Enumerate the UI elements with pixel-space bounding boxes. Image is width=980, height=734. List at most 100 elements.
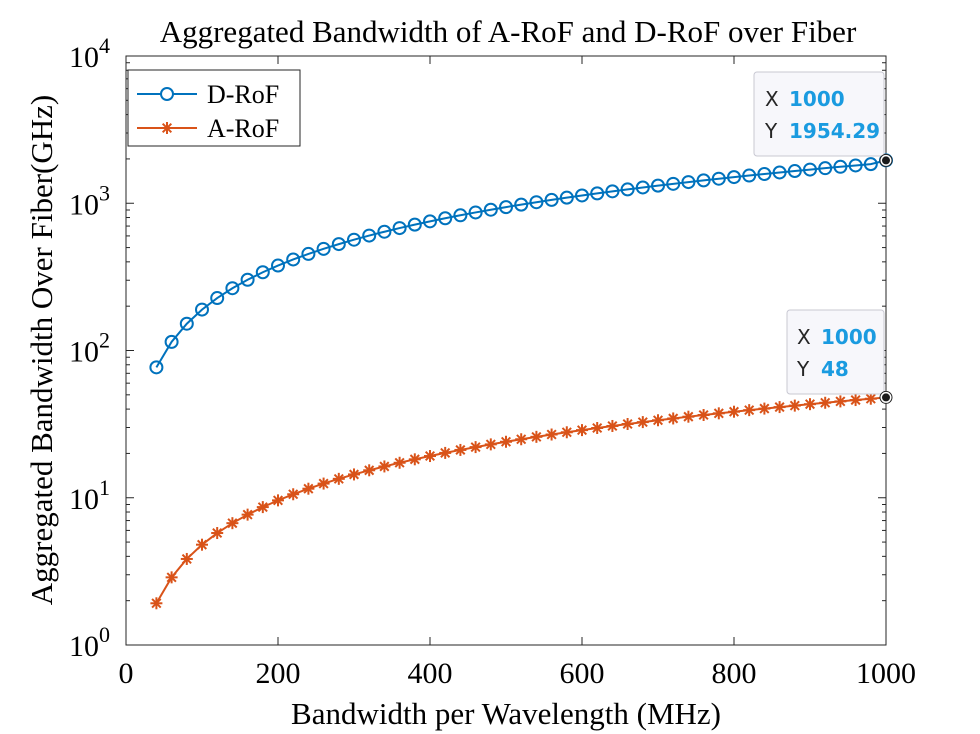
datatip-y-value: 1954.29	[789, 119, 880, 143]
data-point-a-rof	[165, 571, 178, 584]
data-point-d-rof	[453, 208, 468, 223]
data-point-a-rof	[819, 396, 832, 409]
data-point-d-rof	[499, 200, 513, 215]
data-point-d-rof	[301, 246, 316, 261]
data-point-a-rof	[621, 418, 634, 431]
data-point-a-rof	[788, 399, 801, 412]
datatip-y-label: Y	[764, 119, 778, 143]
data-point-a-rof	[591, 422, 604, 435]
datatip-a-rof[interactable]: X 1000 Y 48	[786, 309, 885, 395]
data-point-a-rof	[302, 482, 315, 495]
datatip-x-label: X	[797, 325, 811, 349]
data-point-a-rof	[636, 416, 649, 429]
data-point-a-rof	[606, 419, 619, 432]
legend-box	[127, 69, 301, 147]
data-point-d-rof	[833, 159, 848, 174]
data-point-a-rof	[287, 488, 300, 501]
data-point-a-rof	[515, 433, 528, 446]
data-point-d-rof	[559, 190, 574, 205]
datatip-x-value: 1000	[821, 325, 877, 349]
data-point-a-rof	[682, 410, 695, 423]
data-point-a-rof	[834, 395, 847, 408]
data-point-d-rof	[605, 184, 620, 199]
x-tick-label: 600	[560, 657, 605, 690]
x-axis-label: Bandwidth per Wavelength (MHz)	[291, 696, 721, 731]
data-point-a-rof	[424, 450, 436, 463]
x-tick-label: 200	[256, 657, 301, 690]
data-point-d-rof	[620, 182, 635, 197]
data-point-a-rof	[484, 438, 497, 451]
datatip-dots	[879, 153, 893, 404]
datatip-box	[786, 309, 885, 395]
data-point-d-rof	[590, 186, 605, 201]
datatip-dot	[882, 156, 890, 165]
datatip-box	[753, 71, 885, 157]
data-point-a-rof	[864, 392, 877, 405]
data-point-a-rof	[743, 404, 756, 417]
axis-ticks: 0 200 400 600 800 1000 100 101 102 103 104	[69, 33, 916, 690]
legend-marker-d-rof	[160, 87, 174, 101]
legend-label-a-rof: A-RoF	[207, 114, 279, 143]
legend: D-RoF A-RoF	[127, 69, 301, 147]
data-point-d-rof	[742, 168, 757, 183]
series-line-d-rof	[155, 159, 887, 368]
data-point-d-rof	[818, 161, 833, 176]
data-point-d-rof	[529, 195, 544, 210]
data-point-d-rof	[362, 228, 377, 243]
data-point-d-rof	[210, 291, 225, 306]
data-point-d-rof	[392, 221, 407, 236]
data-point-d-rof	[711, 171, 726, 186]
data-point-d-rof	[407, 217, 422, 232]
data-point-a-rof	[697, 408, 710, 421]
data-point-a-rof	[196, 538, 208, 551]
data-point-d-rof	[377, 224, 392, 239]
data-point-a-rof	[180, 552, 193, 565]
data-point-d-rof	[666, 176, 681, 191]
data-point-d-rof	[696, 173, 711, 188]
y-tick-label: 103	[69, 180, 110, 221]
data-point-d-rof	[149, 360, 164, 375]
datatip-d-rof[interactable]: X 1000 Y 1954.29	[753, 71, 885, 157]
data-point-a-rof	[545, 428, 558, 441]
data-point-a-rof	[728, 405, 740, 418]
data-point-a-rof	[393, 456, 406, 469]
data-point-d-rof	[195, 302, 209, 317]
data-point-a-rof	[849, 394, 862, 407]
data-point-d-rof	[483, 202, 498, 217]
data-point-a-rof	[454, 443, 467, 456]
data-point-a-rof	[150, 597, 163, 610]
data-point-a-rof	[712, 407, 725, 420]
data-point-a-rof	[317, 477, 330, 490]
data-point-a-rof	[758, 402, 771, 415]
data-point-d-rof	[514, 197, 529, 212]
data-point-a-rof	[256, 501, 269, 514]
data-point-d-rof	[848, 158, 863, 173]
data-point-d-rof	[727, 170, 741, 185]
data-point-a-rof	[469, 441, 482, 454]
y-axis-label: Aggregated Bandwidth Over Fiber(GHz)	[24, 95, 59, 606]
series-layer	[149, 153, 893, 610]
data-point-d-rof	[164, 334, 179, 349]
datatip-y-label: Y	[796, 357, 810, 381]
data-point-a-rof	[408, 453, 421, 466]
data-point-a-rof	[773, 401, 786, 414]
data-point-a-rof	[272, 494, 284, 507]
data-point-d-rof	[286, 252, 301, 267]
data-point-d-rof	[863, 157, 878, 172]
data-point-d-rof	[347, 232, 361, 247]
x-tick-label: 0	[119, 657, 134, 690]
data-point-a-rof	[530, 430, 543, 443]
data-point-a-rof	[500, 435, 512, 448]
data-point-d-rof	[255, 265, 270, 280]
y-tick-label: 102	[69, 328, 110, 369]
data-point-a-rof	[560, 426, 573, 439]
data-point-d-rof	[575, 188, 589, 203]
data-point-d-rof	[544, 192, 559, 207]
data-point-a-rof	[576, 424, 588, 437]
x-tick-label: 400	[408, 657, 453, 690]
data-point-a-rof	[363, 464, 376, 477]
datatip-x-value: 1000	[789, 87, 845, 111]
data-point-a-rof	[332, 472, 345, 485]
data-point-d-rof	[651, 178, 665, 193]
